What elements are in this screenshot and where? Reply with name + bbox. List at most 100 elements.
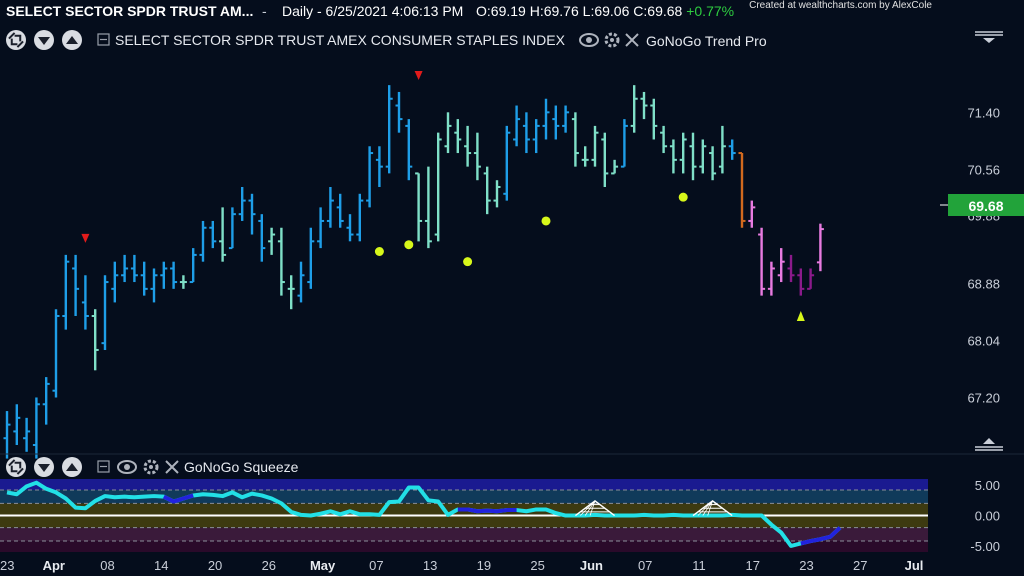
price-bar[interactable] bbox=[189, 248, 197, 284]
price-bar[interactable] bbox=[620, 119, 628, 168]
price-bar[interactable] bbox=[150, 268, 158, 303]
price-bar[interactable] bbox=[591, 125, 599, 167]
price-bar[interactable] bbox=[199, 220, 207, 262]
price-bar[interactable] bbox=[219, 207, 227, 262]
axis-scroll-bottom[interactable] bbox=[975, 438, 1003, 451]
price-bar[interactable] bbox=[297, 261, 305, 303]
settings-button[interactable] bbox=[604, 32, 620, 48]
price-bar[interactable] bbox=[258, 214, 266, 262]
price-bar[interactable] bbox=[522, 112, 530, 154]
price-bar[interactable] bbox=[650, 98, 658, 140]
price-bar[interactable] bbox=[160, 261, 168, 289]
price-bar[interactable] bbox=[503, 125, 511, 201]
price-bar[interactable] bbox=[130, 254, 138, 283]
price-bar[interactable] bbox=[444, 112, 452, 154]
price-bar[interactable] bbox=[405, 119, 413, 181]
price-bar[interactable] bbox=[13, 404, 21, 445]
price-bar[interactable] bbox=[787, 254, 795, 283]
price-bar[interactable] bbox=[385, 85, 393, 174]
price-bar[interactable] bbox=[3, 411, 11, 459]
price-bar[interactable] bbox=[395, 91, 403, 133]
squeeze-settings-button[interactable] bbox=[143, 459, 159, 475]
squeeze-minimize-button[interactable] bbox=[97, 460, 110, 473]
price-bar[interactable] bbox=[268, 227, 276, 255]
price-bar[interactable] bbox=[366, 146, 374, 208]
price-bar[interactable] bbox=[287, 275, 295, 310]
price-bar[interactable] bbox=[611, 159, 619, 175]
price-bar[interactable] bbox=[81, 275, 89, 330]
price-bar[interactable] bbox=[709, 146, 717, 181]
price-bar[interactable] bbox=[552, 105, 560, 140]
price-bar[interactable] bbox=[52, 309, 60, 398]
collapse-button[interactable] bbox=[6, 30, 26, 50]
price-bar[interactable] bbox=[797, 268, 805, 296]
price-bar[interactable] bbox=[121, 254, 129, 283]
price-bar[interactable] bbox=[434, 132, 442, 242]
squeeze-move-down-button[interactable] bbox=[34, 457, 54, 477]
price-bar[interactable] bbox=[140, 261, 148, 296]
move-up-button[interactable] bbox=[62, 30, 82, 50]
price-bar[interactable] bbox=[562, 105, 570, 133]
price-bar[interactable] bbox=[32, 397, 40, 459]
squeeze-visibility-toggle[interactable] bbox=[117, 460, 137, 474]
price-bar[interactable] bbox=[209, 220, 217, 249]
price-bar[interactable] bbox=[23, 417, 31, 452]
move-down-button[interactable] bbox=[34, 30, 54, 50]
price-bar[interactable] bbox=[454, 119, 462, 154]
symbol-title[interactable]: SELECT SECTOR SPDR TRUST AM... bbox=[6, 3, 254, 19]
price-bar[interactable] bbox=[669, 139, 677, 174]
price-bar[interactable] bbox=[307, 227, 315, 289]
price-bar[interactable] bbox=[375, 146, 383, 187]
price-bar[interactable] bbox=[816, 223, 824, 272]
price-bar[interactable] bbox=[542, 98, 550, 140]
price-bar[interactable] bbox=[179, 275, 187, 289]
squeeze-collapse-button[interactable] bbox=[6, 457, 26, 477]
price-bar[interactable] bbox=[111, 261, 119, 303]
price-bar[interactable] bbox=[748, 200, 756, 228]
squeeze-move-up-button[interactable] bbox=[62, 457, 82, 477]
price-bar[interactable] bbox=[728, 139, 736, 160]
price-bar[interactable] bbox=[738, 152, 746, 228]
price-bar[interactable] bbox=[473, 132, 481, 181]
price-bar[interactable] bbox=[415, 172, 423, 242]
price-bar[interactable] bbox=[581, 146, 589, 167]
minimize-pane-button[interactable] bbox=[97, 33, 110, 46]
price-bar[interactable] bbox=[640, 91, 648, 120]
price-bar[interactable] bbox=[601, 132, 609, 187]
visibility-toggle[interactable] bbox=[579, 33, 599, 47]
price-bar[interactable] bbox=[238, 187, 246, 221]
price-bar[interactable] bbox=[758, 227, 766, 296]
price-bar[interactable] bbox=[571, 112, 579, 167]
price-bar[interactable] bbox=[699, 139, 707, 174]
price-bar[interactable] bbox=[777, 248, 785, 283]
price-bar[interactable] bbox=[326, 187, 334, 228]
price-bar[interactable] bbox=[483, 166, 491, 215]
price-bar[interactable] bbox=[346, 214, 354, 242]
price-bar[interactable] bbox=[660, 125, 668, 154]
remove-indicator-button[interactable] bbox=[625, 33, 639, 47]
price-bar[interactable] bbox=[689, 132, 697, 181]
price-bar[interactable] bbox=[317, 207, 325, 249]
price-bar[interactable] bbox=[277, 227, 285, 296]
price-bar[interactable] bbox=[42, 377, 50, 425]
price-bar[interactable] bbox=[228, 207, 236, 250]
price-bar[interactable] bbox=[630, 85, 638, 133]
price-bar[interactable] bbox=[807, 268, 815, 290]
price-bar[interactable] bbox=[101, 275, 109, 350]
price-bar[interactable] bbox=[679, 132, 687, 174]
price-bar[interactable] bbox=[72, 254, 80, 316]
price-bar[interactable] bbox=[513, 105, 521, 147]
squeeze-remove-button[interactable] bbox=[165, 460, 179, 474]
price-bar[interactable] bbox=[532, 119, 540, 154]
price-bar[interactable] bbox=[62, 254, 70, 330]
price-bar[interactable] bbox=[767, 261, 775, 296]
price-bar[interactable] bbox=[170, 261, 178, 289]
price-bar[interactable] bbox=[248, 193, 256, 235]
price-bar[interactable] bbox=[356, 193, 364, 242]
price-bar[interactable] bbox=[91, 309, 99, 371]
price-bar[interactable] bbox=[718, 125, 726, 174]
price-bar[interactable] bbox=[336, 193, 344, 228]
price-bar[interactable] bbox=[424, 166, 432, 249]
price-bar[interactable] bbox=[493, 180, 501, 208]
